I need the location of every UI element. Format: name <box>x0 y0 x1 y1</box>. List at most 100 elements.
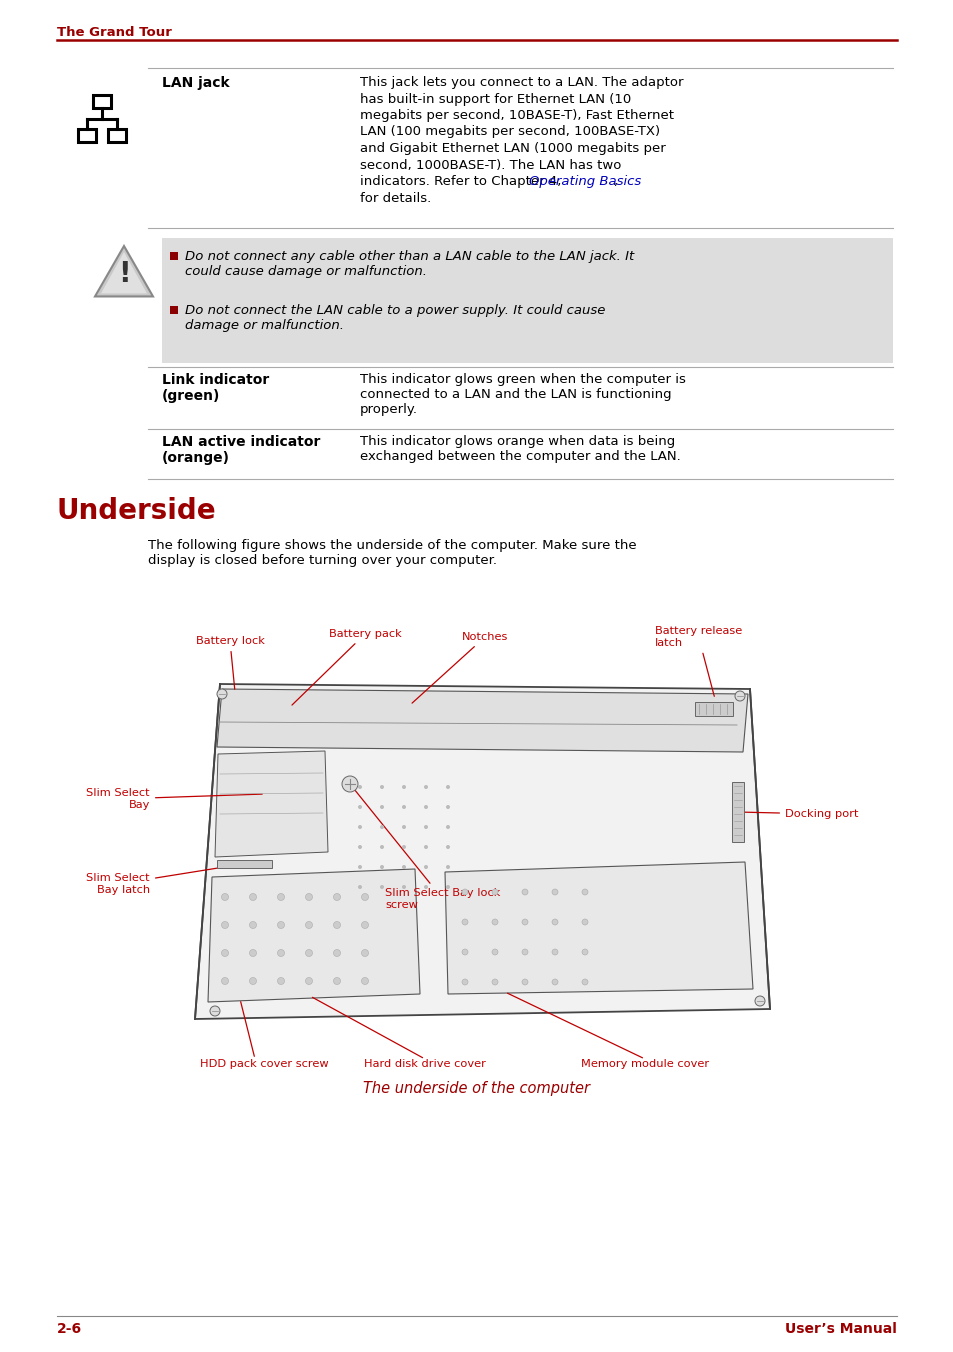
Text: This indicator glows green when the computer is
connected to a LAN and the LAN i: This indicator glows green when the comp… <box>359 373 685 416</box>
Polygon shape <box>214 750 328 857</box>
Circle shape <box>581 949 587 955</box>
Circle shape <box>361 949 368 956</box>
Circle shape <box>379 786 384 790</box>
Circle shape <box>277 977 284 984</box>
Circle shape <box>734 691 744 700</box>
Circle shape <box>521 979 527 986</box>
Text: LAN jack: LAN jack <box>162 76 230 91</box>
Circle shape <box>357 865 361 869</box>
Text: This jack lets you connect to a LAN. The adaptor: This jack lets you connect to a LAN. The… <box>359 76 682 89</box>
Circle shape <box>401 886 406 890</box>
Circle shape <box>461 919 468 925</box>
Circle shape <box>357 845 361 849</box>
Circle shape <box>277 894 284 900</box>
Text: for details.: for details. <box>359 192 431 204</box>
Circle shape <box>277 922 284 929</box>
Circle shape <box>401 786 406 790</box>
Circle shape <box>221 949 229 956</box>
Circle shape <box>250 949 256 956</box>
Text: Slim Select
Bay: Slim Select Bay <box>87 788 262 810</box>
Circle shape <box>250 894 256 900</box>
Circle shape <box>423 865 428 869</box>
Circle shape <box>334 949 340 956</box>
Circle shape <box>379 825 384 829</box>
Circle shape <box>221 894 229 900</box>
Text: 2-6: 2-6 <box>57 1322 82 1336</box>
Circle shape <box>341 776 357 792</box>
Circle shape <box>521 890 527 895</box>
Text: Slim Select Bay lock
screw: Slim Select Bay lock screw <box>352 786 500 910</box>
Circle shape <box>461 949 468 955</box>
Bar <box>162 238 892 362</box>
Circle shape <box>461 979 468 986</box>
Bar <box>108 128 126 142</box>
Circle shape <box>581 979 587 986</box>
Circle shape <box>446 865 450 869</box>
Circle shape <box>401 845 406 849</box>
Bar <box>731 781 743 842</box>
Circle shape <box>521 949 527 955</box>
Circle shape <box>581 919 587 925</box>
Text: second, 1000BASE-T). The LAN has two: second, 1000BASE-T). The LAN has two <box>359 158 620 172</box>
Circle shape <box>446 845 450 849</box>
Text: megabits per second, 10BASE-T), Fast Ethernet: megabits per second, 10BASE-T), Fast Eth… <box>359 110 673 122</box>
Circle shape <box>552 979 558 986</box>
Text: Hard disk drive cover: Hard disk drive cover <box>364 1059 485 1069</box>
Circle shape <box>305 949 313 956</box>
Text: Slim Select
Bay latch: Slim Select Bay latch <box>87 864 240 895</box>
Circle shape <box>446 786 450 790</box>
Text: Battery pack: Battery pack <box>292 629 401 704</box>
Text: Memory module cover: Memory module cover <box>580 1059 708 1069</box>
Circle shape <box>379 804 384 808</box>
Circle shape <box>446 804 450 808</box>
Circle shape <box>401 804 406 808</box>
Text: ,: , <box>613 174 617 188</box>
Circle shape <box>492 919 497 925</box>
Circle shape <box>521 919 527 925</box>
Circle shape <box>216 690 227 699</box>
Circle shape <box>357 786 361 790</box>
Text: Do not connect any cable other than a LAN cable to the LAN jack. It
could cause : Do not connect any cable other than a LA… <box>185 250 634 279</box>
Circle shape <box>277 949 284 956</box>
Text: LAN active indicator
(orange): LAN active indicator (orange) <box>162 435 320 465</box>
Circle shape <box>754 996 764 1006</box>
Text: !: ! <box>117 260 131 288</box>
Circle shape <box>250 922 256 929</box>
Polygon shape <box>444 863 752 994</box>
Text: The following figure shows the underside of the computer. Make sure the
display : The following figure shows the underside… <box>148 539 636 566</box>
Circle shape <box>492 890 497 895</box>
Text: LAN (100 megabits per second, 100BASE-TX): LAN (100 megabits per second, 100BASE-TX… <box>359 126 659 138</box>
Bar <box>216 860 272 868</box>
Text: Do not connect the LAN cable to a power supply. It could cause
damage or malfunc: Do not connect the LAN cable to a power … <box>185 304 605 333</box>
Bar <box>78 128 96 142</box>
Text: The underside of the computer: The underside of the computer <box>363 1082 590 1096</box>
Circle shape <box>210 1006 220 1015</box>
Circle shape <box>401 865 406 869</box>
Circle shape <box>305 977 313 984</box>
Text: This indicator glows orange when data is being
exchanged between the computer an: This indicator glows orange when data is… <box>359 435 680 462</box>
Circle shape <box>401 825 406 829</box>
Polygon shape <box>101 251 147 293</box>
Circle shape <box>221 922 229 929</box>
Bar <box>170 251 178 260</box>
Text: The Grand Tour: The Grand Tour <box>57 26 172 39</box>
Circle shape <box>379 865 384 869</box>
Text: Notches: Notches <box>412 631 508 703</box>
Circle shape <box>492 949 497 955</box>
Text: User’s Manual: User’s Manual <box>784 1322 896 1336</box>
Circle shape <box>357 886 361 890</box>
Circle shape <box>361 922 368 929</box>
Circle shape <box>446 825 450 829</box>
Circle shape <box>552 919 558 925</box>
Circle shape <box>361 977 368 984</box>
Text: Docking port: Docking port <box>739 808 858 819</box>
Text: indicators. Refer to Chapter 4,: indicators. Refer to Chapter 4, <box>359 174 565 188</box>
Circle shape <box>423 886 428 890</box>
Text: Underside: Underside <box>57 498 216 525</box>
Bar <box>170 306 178 314</box>
Text: Battery lock: Battery lock <box>195 635 264 690</box>
Polygon shape <box>194 684 769 1019</box>
Text: Link indicator
(green): Link indicator (green) <box>162 373 269 403</box>
Polygon shape <box>95 246 152 296</box>
Circle shape <box>361 894 368 900</box>
